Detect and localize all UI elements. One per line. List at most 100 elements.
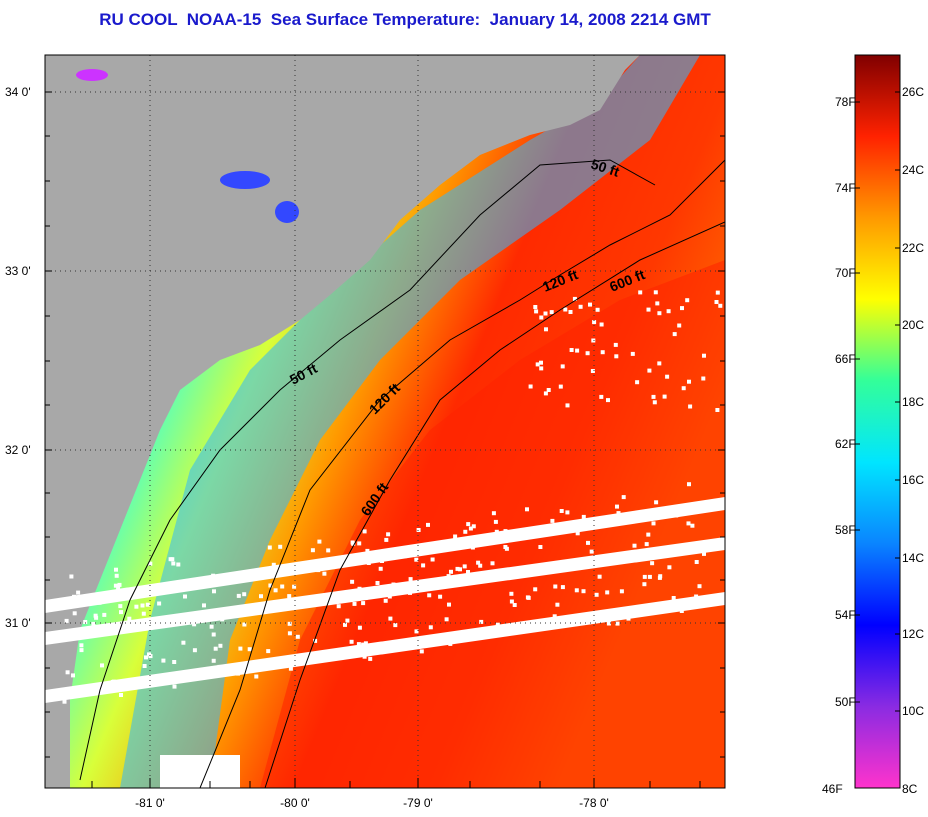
cloud-speckle [142,664,147,668]
cloud-speckle [674,513,679,518]
cloud-speckle [702,353,706,358]
cloud-speckle [574,588,579,593]
fahrenheit-label: 78F [835,95,856,109]
cloud-speckle [714,300,719,304]
cloud-speckle [218,673,223,678]
cloud-speckle [585,351,590,356]
cloud-speckle [259,594,263,599]
cloud-speckle [543,391,548,396]
cloud-speckle [468,526,473,531]
cloud-speckle [350,579,355,584]
cloud-speckle [62,699,67,704]
cloud-speckle [718,303,723,308]
cloud-speckle [148,561,153,566]
cloud-speckle [621,495,626,500]
cloud-speckle [295,634,300,639]
cloud-speckle [694,594,699,599]
cloud-speckle [220,617,225,622]
cloud-speckle [672,332,677,337]
cloud-speckle [181,640,186,645]
cloud-speckle [679,609,684,613]
cloud-speckle [144,655,148,660]
cloud-speckle [528,384,533,389]
cloud-speckle [218,643,223,648]
celsius-label: 14C [902,551,924,565]
axis-ticks [45,91,725,788]
cloud-speckle [100,663,104,668]
cloud-speckle [476,560,481,565]
cloud-speckle [212,589,216,594]
cloud-speckle [436,637,441,641]
cloud-speckle [211,632,216,637]
cloud-speckle [589,549,594,554]
cloud-speckle [470,545,475,550]
cloud-speckle [565,403,570,408]
cloud-speckle [336,604,341,609]
cloud-speckle [121,628,126,633]
cloud-speckle [368,656,373,661]
swath-gap-1 [45,497,725,613]
cloud-speckle [93,613,98,618]
fahrenheit-label: 66F [835,352,856,366]
cloud-speckle [287,621,292,626]
cloud-speckle [97,600,102,605]
cloud-speckle [638,290,643,295]
cloud-speckle [466,570,470,574]
cloud-speckle [357,625,362,630]
cloud-speckle [546,388,551,392]
lat-label: 34 0' [5,85,31,99]
cloud-speckle [435,546,440,551]
cloud-speckle [261,661,266,666]
cloud-speckle [699,596,703,601]
celsius-label: 26C [902,85,924,99]
cloud-speckle [170,557,175,562]
cloud-speckle [354,560,359,565]
cloud-speckle [384,537,389,542]
cloud-speckle [509,591,514,596]
cloud-speckle [254,674,259,679]
cloud-speckle [558,384,563,389]
cloud-speckle [490,561,495,566]
map-title: RU COOL NOAA-15 Sea Surface Temperature:… [99,10,711,29]
fahrenheit-label: 54F [835,608,856,622]
cloud-speckle [349,639,354,644]
cloud-speckle [697,584,702,589]
celsius-label: 12C [902,627,924,641]
cloud-speckle [657,311,662,316]
sst-map: 50 ft 120 ft 600 ft 50 ft 120 ft 600 ft [5,54,726,810]
cloud-speckle [238,646,243,651]
cloud-speckle [119,610,123,615]
cloud-speckle [677,323,682,328]
cloud-speckle [575,348,580,353]
cloud-speckle [462,564,467,569]
cloud-speckle [687,482,691,487]
cloud-speckle [471,524,476,529]
cloud-speckle [667,565,672,570]
cloud-speckle [559,509,564,513]
lake-moultrie [275,201,299,223]
cloud-speckle [391,582,396,587]
cloud-speckle [102,612,107,617]
cloud-speckle [591,338,596,343]
cloud-speckle [336,561,341,566]
cloud-speckle [595,307,600,312]
cloud-speckle [693,547,698,552]
cloud-speckle [543,566,548,571]
cloud-speckle [615,504,619,509]
colorbar: 78F 74F 70F 66F 62F 58F 54F 50F 46F 26C … [822,54,924,796]
cloud-speckle [236,593,241,598]
cloud-speckle [192,648,197,653]
cloud-speckle [702,551,706,556]
cloud-speckle [361,601,366,606]
cloud-speckle [715,290,720,295]
cloud-speckle [134,604,139,609]
cloud-speckle [575,531,580,536]
cloud-speckle [327,563,332,568]
cloud-speckle [366,561,371,565]
cloud-speckle [665,374,670,379]
cloud-speckle [227,610,232,615]
cloud-speckle [608,516,612,521]
cloud-speckle [578,304,583,309]
cloud-speckle [183,594,187,599]
cloud-speckle [69,574,74,579]
